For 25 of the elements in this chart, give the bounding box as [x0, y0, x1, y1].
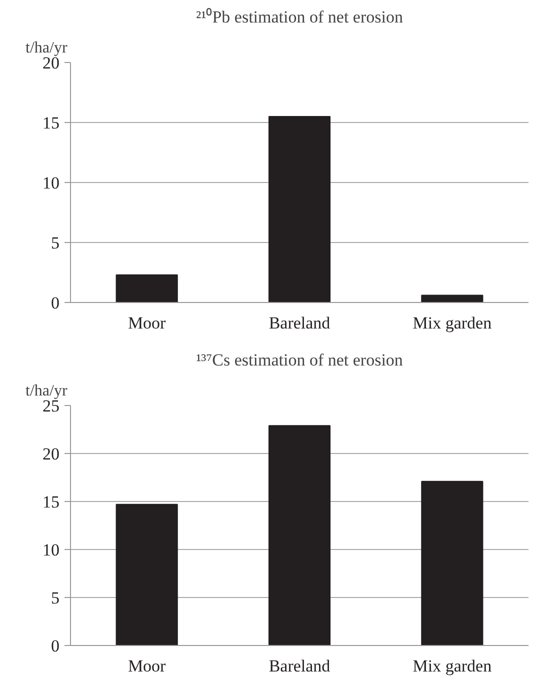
y-tick-label: 15 [42, 114, 60, 132]
x-tick-label: Moor [128, 314, 166, 332]
y-tick-label: 20 [42, 444, 60, 464]
chart-title: ²¹⁰Pb estimation of net erosion [196, 8, 404, 26]
y-tick-label: 0 [51, 636, 60, 656]
bar [116, 274, 178, 302]
bar [268, 425, 331, 646]
chart-title: ¹³⁷Cs estimation of net erosion [196, 350, 404, 370]
y-tick-label: 10 [42, 174, 60, 192]
x-tick-label: Mix garden [412, 314, 492, 332]
x-tick-label: Moor [128, 656, 166, 676]
y-tick-label: 5 [51, 588, 60, 608]
y-tick-label: 10 [42, 540, 60, 560]
y-axis-title: t/ha/yr [26, 40, 68, 56]
x-tick-label: Bareland [268, 314, 331, 332]
x-tick-label: Bareland [268, 656, 331, 676]
bar [116, 504, 178, 646]
y-tick-label: 0 [51, 294, 60, 312]
y-tick-label: 15 [42, 492, 60, 512]
bar [268, 116, 331, 302]
y-axis-title: t/ha/yr [26, 382, 68, 400]
bar [421, 294, 484, 302]
x-tick-label: Mix garden [412, 656, 492, 676]
bar [421, 480, 484, 646]
y-tick-label: 5 [51, 234, 60, 252]
